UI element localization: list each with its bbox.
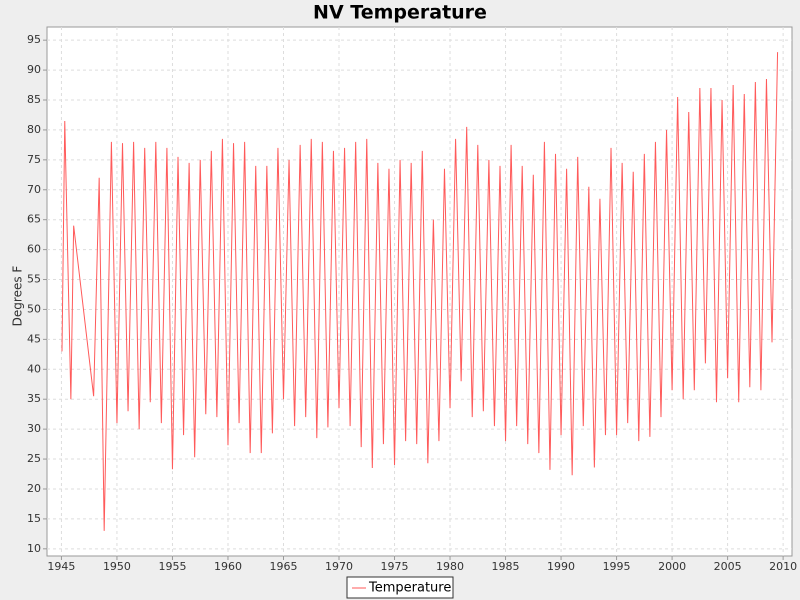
x-tick-label: 1985 <box>492 560 520 573</box>
y-tick-label: 40 <box>27 362 41 375</box>
y-tick-label: 80 <box>27 123 41 136</box>
x-tick-label: 1980 <box>436 560 464 573</box>
y-tick-label: 90 <box>27 63 41 76</box>
x-tick-label: 2000 <box>658 560 686 573</box>
y-tick-label: 10 <box>27 542 41 555</box>
x-tick-label: 1965 <box>269 560 297 573</box>
y-tick-label: 20 <box>27 482 41 495</box>
x-tick-label: 2005 <box>714 560 742 573</box>
y-tick-label: 95 <box>27 33 41 46</box>
y-tick-label: 50 <box>27 302 41 315</box>
y-tick-label: 55 <box>27 273 41 286</box>
y-tick-label: 70 <box>27 183 41 196</box>
y-tick-label: 85 <box>27 93 41 106</box>
line <box>61 52 779 531</box>
chart-title: NV Temperature <box>313 2 487 24</box>
x-tick-label: 1995 <box>603 560 631 573</box>
x-tick-label: 1960 <box>214 560 242 573</box>
y-axis-label: Degrees F <box>11 266 25 327</box>
y-tick-label: 15 <box>27 512 41 525</box>
y-tick-label: 65 <box>27 213 41 226</box>
legend-label: Temperature <box>368 581 451 596</box>
y-tick-label: 30 <box>27 422 41 435</box>
x-tick-label: 1945 <box>47 560 75 573</box>
x-tick-label: 1990 <box>547 560 575 573</box>
x-tick-label: 1970 <box>325 560 353 573</box>
y-tick-label: 25 <box>27 452 41 465</box>
x-tick-label: 2010 <box>769 560 797 573</box>
y-tick-label: 45 <box>27 332 41 345</box>
x-tick-label: 1975 <box>381 560 409 573</box>
y-tick-label: 75 <box>27 153 41 166</box>
legend-box <box>346 576 454 599</box>
x-tick-label: 1955 <box>158 560 186 573</box>
x-tick-label: 1950 <box>103 560 131 573</box>
series <box>61 52 779 531</box>
y-tick-label: 35 <box>27 392 41 405</box>
y-tick-label: 60 <box>27 243 41 256</box>
